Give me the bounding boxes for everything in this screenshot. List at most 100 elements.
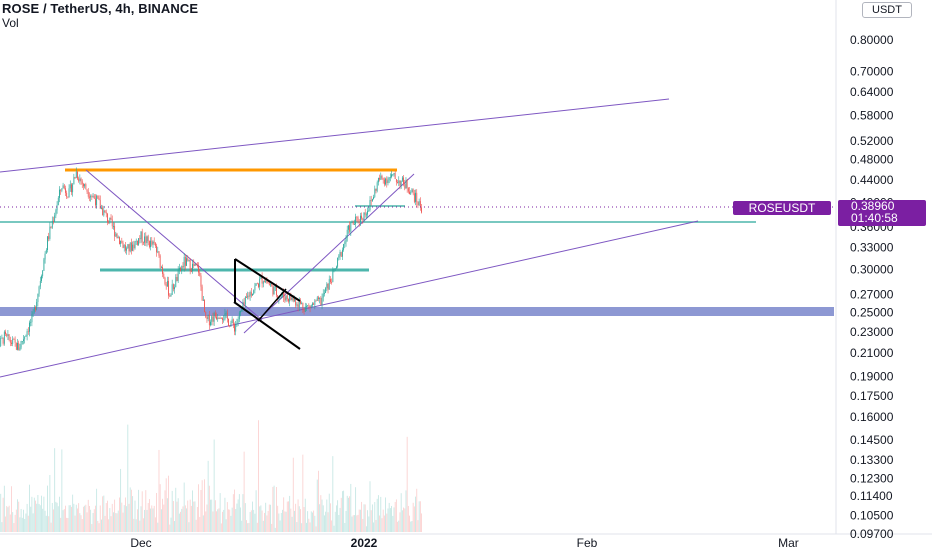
time-axis[interactable]: Dec 2022 Feb Mar xyxy=(130,536,798,550)
volume-bar xyxy=(111,503,113,532)
price-tick-label: 0.27000 xyxy=(850,287,894,301)
candle-body xyxy=(242,302,244,309)
candle-body xyxy=(20,341,22,348)
candle-body xyxy=(297,304,299,307)
volume-bar xyxy=(114,499,116,532)
candle-body xyxy=(346,229,348,239)
price-tick-label: 0.13300 xyxy=(850,453,894,467)
candle-body xyxy=(71,184,72,193)
volume-bar xyxy=(91,524,93,532)
volume-bar xyxy=(225,519,227,532)
symbol-title[interactable]: ROSE / TetherUS, 4h, BINANCE xyxy=(2,1,199,16)
price-tick-label: 0.11400 xyxy=(850,489,893,503)
candle-body xyxy=(153,241,155,244)
volume-legend-label[interactable]: Vol xyxy=(2,16,19,30)
volume-bar xyxy=(174,521,175,532)
volume-bar xyxy=(84,505,86,532)
volume-bar xyxy=(36,503,38,532)
volume-bar xyxy=(327,512,329,532)
candle-body xyxy=(194,263,196,267)
candle-body xyxy=(128,244,130,252)
candle-body xyxy=(56,204,58,211)
volume-bar xyxy=(364,504,366,532)
candle-body xyxy=(8,334,10,340)
candle-body xyxy=(333,268,335,270)
candle-body xyxy=(403,177,404,185)
volume-bar xyxy=(406,436,408,532)
volume-bar xyxy=(313,510,315,532)
volume-bar xyxy=(416,488,418,532)
candle-body xyxy=(379,177,381,180)
candle-body xyxy=(148,241,150,248)
volume-bar xyxy=(298,506,300,532)
candle-body xyxy=(42,270,44,277)
candle-body xyxy=(181,266,183,271)
volume-bar xyxy=(250,510,252,532)
candle-body xyxy=(412,189,414,194)
price-axis[interactable]: 0.80000 0.70000 0.64000 0.58000 0.52000 0.480… xyxy=(850,33,894,541)
candle-body xyxy=(77,171,78,179)
candle-body xyxy=(140,231,142,240)
volume-bar xyxy=(353,515,355,532)
candle-body xyxy=(189,259,191,271)
volume-bar xyxy=(392,515,394,532)
candle-body xyxy=(370,200,372,202)
volume-bar xyxy=(403,507,404,532)
volume-bar xyxy=(186,508,187,532)
volume-bar xyxy=(175,487,177,532)
candle-body xyxy=(292,297,294,301)
volume-bar xyxy=(282,509,283,532)
candle-body xyxy=(260,276,262,279)
price-tick-label: 0.14500 xyxy=(850,433,894,447)
volume-bar xyxy=(398,520,400,532)
volume-bar xyxy=(57,506,59,532)
candle-body xyxy=(264,281,265,283)
volume-bar xyxy=(65,505,66,532)
price-tick-label: 0.23000 xyxy=(850,325,894,339)
candle-body xyxy=(133,244,135,249)
candle-body xyxy=(104,210,106,213)
candle-body xyxy=(84,184,86,187)
ascending-trendline xyxy=(243,173,415,334)
candle-body xyxy=(308,305,310,307)
candle-body xyxy=(359,215,361,223)
volume-bar xyxy=(389,508,391,532)
candle-body xyxy=(400,180,402,186)
volume-bar xyxy=(214,500,216,532)
volume-bar xyxy=(415,496,416,532)
volume-bar xyxy=(355,487,357,532)
volume-bar xyxy=(308,518,310,532)
volume-bar xyxy=(89,505,90,532)
volume-bar xyxy=(118,497,120,532)
candle-body xyxy=(38,286,40,294)
candle-body xyxy=(174,287,175,290)
volume-bar xyxy=(307,511,309,532)
volume-bar xyxy=(181,508,183,532)
volume-bar xyxy=(150,508,152,532)
volume-bar xyxy=(284,511,286,532)
volume-bar xyxy=(292,457,294,532)
candle-body xyxy=(85,184,87,190)
volume-bar xyxy=(407,505,409,532)
candle-body xyxy=(57,197,59,205)
currency-unit-button[interactable]: USDT xyxy=(862,2,912,18)
volume-bar xyxy=(159,484,161,532)
candle-body xyxy=(139,238,141,240)
volume-bar xyxy=(381,518,383,532)
volume-bar xyxy=(113,512,114,532)
volume-bar xyxy=(357,514,359,532)
candle-body xyxy=(325,288,327,294)
price-tick-label: 0.16000 xyxy=(850,410,894,424)
volume-bar xyxy=(401,510,403,532)
candle-body xyxy=(361,215,363,219)
volume-bar xyxy=(38,503,40,532)
volume-bar xyxy=(39,505,41,532)
candle-body xyxy=(218,317,220,319)
candle-body xyxy=(136,240,138,245)
volume-bar xyxy=(306,522,307,532)
candle-body xyxy=(83,183,84,187)
candle-body xyxy=(289,294,291,302)
candle-body xyxy=(219,318,221,319)
candle-body xyxy=(87,191,89,197)
